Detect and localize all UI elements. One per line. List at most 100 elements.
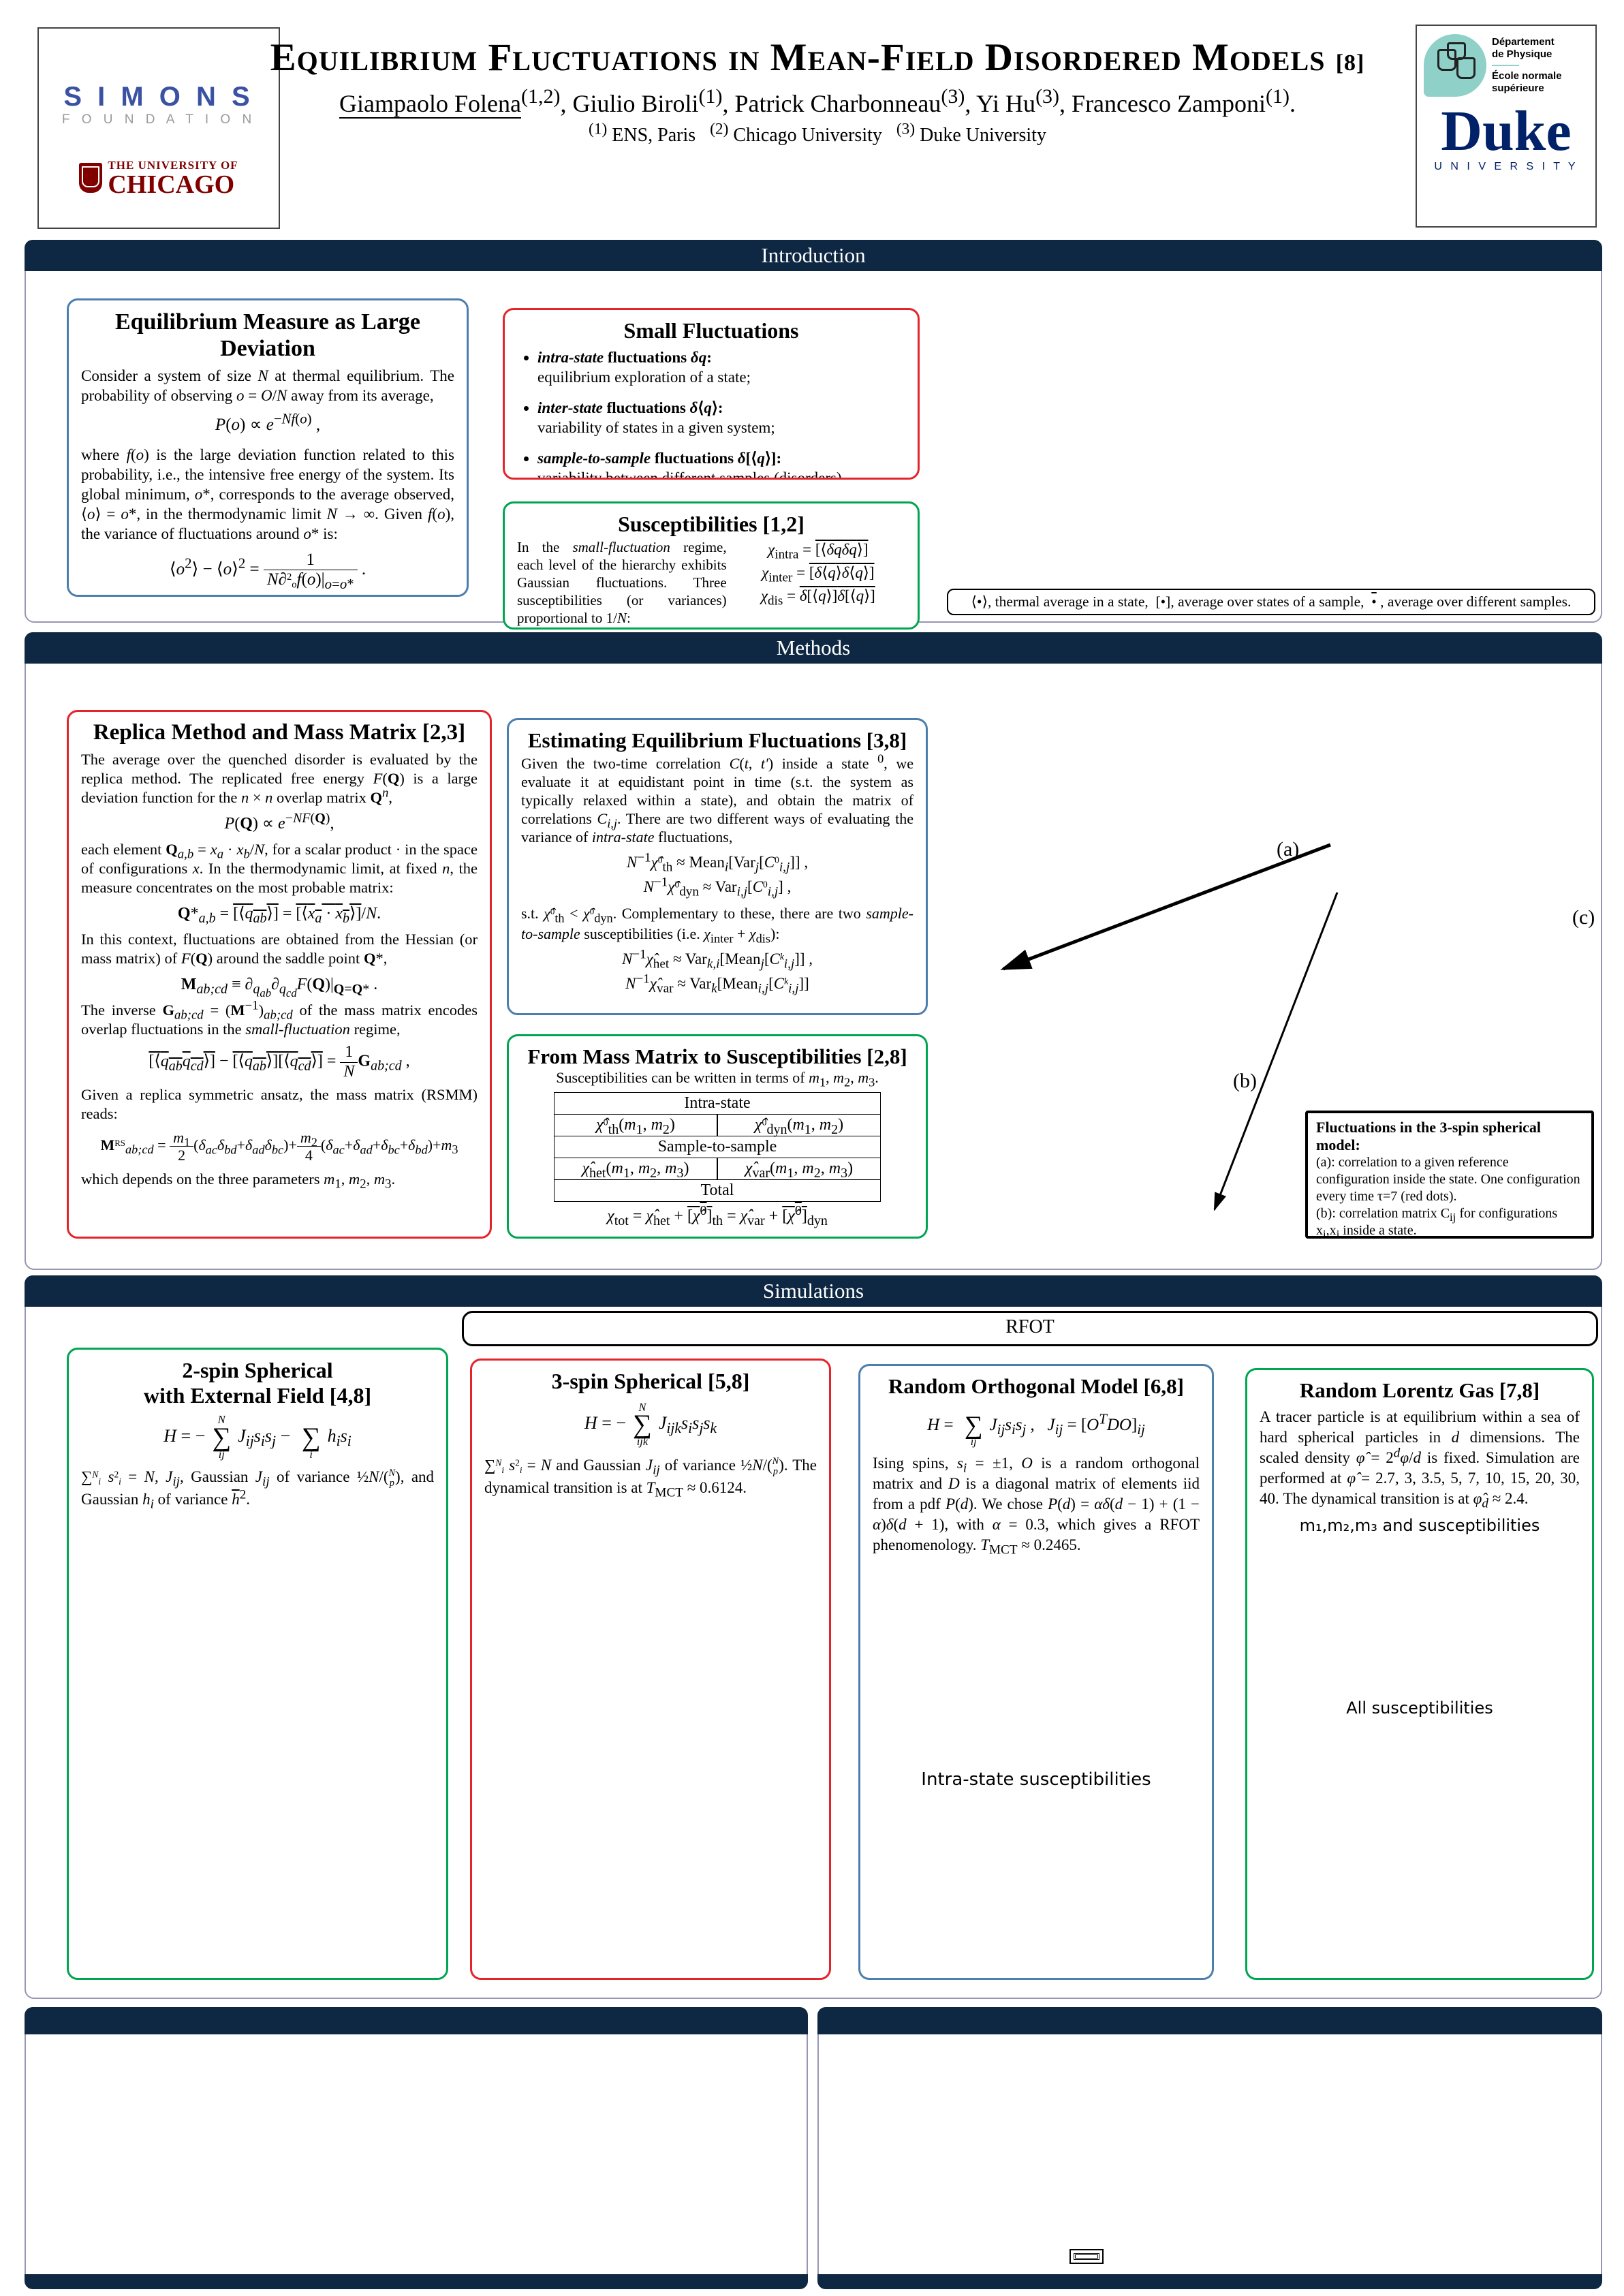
section-methods: Methods Replica Method and Mass Matrix [… bbox=[25, 632, 1602, 1270]
caption-title: Fluctuations in the 3-spin spherical mod… bbox=[1316, 1119, 1542, 1153]
ens-school-1: École normale bbox=[1492, 70, 1562, 82]
rom-intra-t021 bbox=[989, 1790, 1094, 1960]
estim-f2: N−1χ̂0dyn ≈ Vari,j[C0i,j] , bbox=[643, 875, 792, 899]
threespin-title: 3-spin Spherical [5,8] bbox=[551, 1369, 750, 1393]
replica-p6: which depends on the three parameters m1… bbox=[81, 1170, 396, 1192]
rlg-all-het bbox=[1260, 1971, 1422, 1978]
section-introduction: Introduction Equilibrium Measure as Larg… bbox=[25, 240, 1602, 630]
rlg-box: Random Lorentz Gas [7,8] A tracer partic… bbox=[1245, 1368, 1594, 1980]
rlg-all-dyn bbox=[1260, 1844, 1422, 1971]
replica-f3: Mab;cd ≡ ∂qab∂qcdF(Q)|Q=Q* . bbox=[181, 975, 378, 999]
methods-header: Methods bbox=[25, 632, 1602, 664]
ens-school-2: supérieure bbox=[1492, 82, 1544, 94]
uchicago-line2: CHICAGO bbox=[108, 170, 235, 199]
estim-title: Estimating Equilibrium Fluctuations [3,8… bbox=[527, 728, 907, 752]
eq-box-f1: P(o) ∝ e−Nf(o) , bbox=[215, 410, 321, 435]
correlation-time-plot bbox=[947, 770, 1267, 951]
rom-title: Random Orthogonal Model [6,8] bbox=[888, 1374, 1184, 1398]
twospin-intra-plot bbox=[81, 1515, 433, 1750]
cell-chi-dyn: χ̂0dyn(m1, m2) bbox=[717, 1114, 881, 1136]
mass-footer: χtot = χ̂het + [χ̂0]th = χ̂var + [χ̂0]dy… bbox=[607, 1203, 828, 1228]
ens-dept-2: de Physique bbox=[1492, 48, 1552, 60]
sus-box-title: Susceptibilities [1,2] bbox=[618, 512, 805, 536]
table-sample: Sample-to-sample bbox=[554, 1136, 881, 1158]
mass-p1: Susceptibilities can be written in terms… bbox=[556, 1068, 879, 1089]
small-fluctuations-box: Small Fluctuations intra-state fluctuati… bbox=[503, 308, 920, 480]
chi-dis-eq: χdis = δ[⟨q⟩]δ[⟨q⟩] bbox=[760, 587, 875, 608]
eq-box-f2: ⟨o2⟩ − ⟨o⟩2 = 1 N∂2of(o)|o=o* . bbox=[169, 550, 366, 593]
rom-correlation-plot bbox=[873, 1561, 1201, 1765]
uchicago-shield-icon bbox=[79, 163, 103, 193]
arxiv-box bbox=[1069, 2249, 1104, 2264]
references-header bbox=[817, 2007, 1602, 2034]
table-total: Total bbox=[554, 1179, 881, 1202]
chi-intra-eq: χintra = [⟨δqδq⟩] bbox=[768, 540, 869, 562]
cell-chi-th: χ̂0th(m1, m2) bbox=[554, 1114, 717, 1136]
twospin-title: 2-spin Spherical with External Field [4,8… bbox=[143, 1358, 372, 1408]
section-perspectives bbox=[25, 2007, 808, 2289]
section-references bbox=[817, 2007, 1602, 2295]
replica-p2: each element Qa,b = xa · xb/N, for a sca… bbox=[81, 840, 478, 896]
duke-wordmark: Duke bbox=[1441, 99, 1572, 163]
perspectives-header bbox=[25, 2007, 808, 2034]
ens-duke-logo-box: Département de Physique École normale su… bbox=[1416, 25, 1597, 228]
sf-bullet-1: intra-state fluctuations δq:equilibrium … bbox=[537, 347, 905, 387]
rlg-sub1: m₁,m₂,m₃ and susceptibilities bbox=[1299, 1515, 1540, 1535]
duke-university-label: U N I V E R S I T Y bbox=[1434, 161, 1578, 172]
twospin-p1: ∑Ni s2i = N, Jij, Gaussian Jij of varian… bbox=[81, 1467, 435, 1512]
replica-f4: [⟨qabqcd⟩] − [⟨qab⟩][⟨qcd⟩] = 1 N Gab;cd , bbox=[149, 1042, 410, 1081]
estim-f1: N−1χ̂0th ≈ Meani[Varj[C0i,j]] , bbox=[626, 850, 809, 875]
simons-foundation-label: F O U N D A T I O N bbox=[61, 112, 256, 127]
rlg-all-th bbox=[1260, 1718, 1422, 1844]
equilibrium-measure-box: Equilibrium Measure as Large Deviation C… bbox=[67, 298, 469, 597]
cell-chi-het: χ̂het(m1, m2, m3) bbox=[554, 1158, 717, 1180]
caption-l2: (b): correlation matrix Cij for configur… bbox=[1316, 1206, 1558, 1239]
replica-p1: The average over the quenched disorder i… bbox=[81, 750, 478, 806]
replica-p5: Given a replica symmetric ansatz, the ma… bbox=[81, 1086, 478, 1123]
introduction-header: Introduction bbox=[25, 240, 1602, 271]
estim-p2: s.t. χ̂0th < χ̂0dyn. Complementary to th… bbox=[521, 904, 914, 946]
replica-f2: Q*a,b = [⟨qab⟩] = [⟨xa · xb⟩]/N. bbox=[177, 904, 381, 926]
poster-title: Equilibrium Fluctuations in Mean-Field D… bbox=[270, 36, 1365, 79]
rlg-m123-left bbox=[1260, 1535, 1420, 1694]
caption-l1: (a): correlation to a given reference co… bbox=[1316, 1155, 1580, 1204]
eq-box-p2: where f(o) is the large deviation functi… bbox=[81, 446, 455, 542]
sus-box-p1: In the small-fluctuation regime, each le… bbox=[517, 538, 727, 626]
rom-f1: H = ∑ ij Jijsisj , Jij = [OTDO]ij bbox=[927, 1410, 1145, 1448]
threespin-intra-plot bbox=[484, 1504, 818, 1743]
table-intra-state: Intra-state bbox=[554, 1091, 881, 1115]
estim-f3: N−1χ̂het ≈ Vark,i[Meanj[Cki,j]] , bbox=[621, 946, 813, 972]
simons-logo: S I M O N S bbox=[63, 82, 254, 112]
sf-bullet-3: sample-to-sample fluctuations δ[⟨q⟩]:var… bbox=[537, 448, 905, 478]
averages-caption: ⟨•⟩, thermal average in a state, [•], av… bbox=[947, 589, 1595, 615]
rom-subtitle: Intra-state susceptibilities bbox=[921, 1769, 1151, 1790]
rom-box: Random Orthogonal Model [6,8] H = ∑ ij Jij… bbox=[858, 1364, 1214, 1980]
sf-bullet-2: inter-state fluctuations δ⟨q⟩:variabilit… bbox=[537, 398, 905, 437]
eq-box-p1: Consider a system of size N at thermal e… bbox=[81, 367, 454, 405]
twospin-box: 2-spin Spherical with External Field [4,8… bbox=[67, 1348, 448, 1980]
simulations-header: Simulations bbox=[25, 1275, 1602, 1307]
section-simulations: Simulations 2-spin Spherical with Externa… bbox=[25, 1275, 1602, 1999]
replica-method-box: Replica Method and Mass Matrix [2,3] The… bbox=[67, 710, 492, 1239]
sf-box-title: Small Fluctuations bbox=[623, 318, 799, 343]
rom-p1: Ising spins, si = ±1, O is a random orth… bbox=[873, 1454, 1200, 1557]
mass-to-susceptibilities-box: From Mass Matrix to Susceptibilities [2,… bbox=[507, 1034, 928, 1239]
cij-mean-heatmap bbox=[947, 959, 1225, 1237]
rlg-m123-right bbox=[1420, 1535, 1580, 1694]
chi-inter-eq: χinter = [δ⟨q⟩δ⟨q⟩] bbox=[762, 563, 875, 585]
estim-f4: N−1χ̂var ≈ Vark[Meani,j[Cki,j]] bbox=[625, 972, 809, 996]
replica-f5: MRSab;cd = m1 2 (δacδbd+δadδbc)+ m2 4 (δac+δa… bbox=[100, 1129, 458, 1164]
hierarchy-diagram bbox=[944, 286, 1593, 583]
rfot-banner: RFOT bbox=[462, 1311, 1598, 1346]
label-c: (c) bbox=[1572, 906, 1595, 929]
replica-title: Replica Method and Mass Matrix [2,3] bbox=[93, 720, 466, 745]
threespin-p1: ∑Ni s2i = N and Gaussian Jij of variance… bbox=[484, 1456, 817, 1500]
rlg-sub2: All susceptibilities bbox=[1346, 1698, 1493, 1718]
ens-owls-icon bbox=[1424, 34, 1486, 97]
authors-line: Giampaolo Folena(1,2), Giulio Biroli(1),… bbox=[339, 85, 1296, 119]
susceptibilities-box: Susceptibilities [1,2] In the small-fluc… bbox=[503, 501, 920, 630]
